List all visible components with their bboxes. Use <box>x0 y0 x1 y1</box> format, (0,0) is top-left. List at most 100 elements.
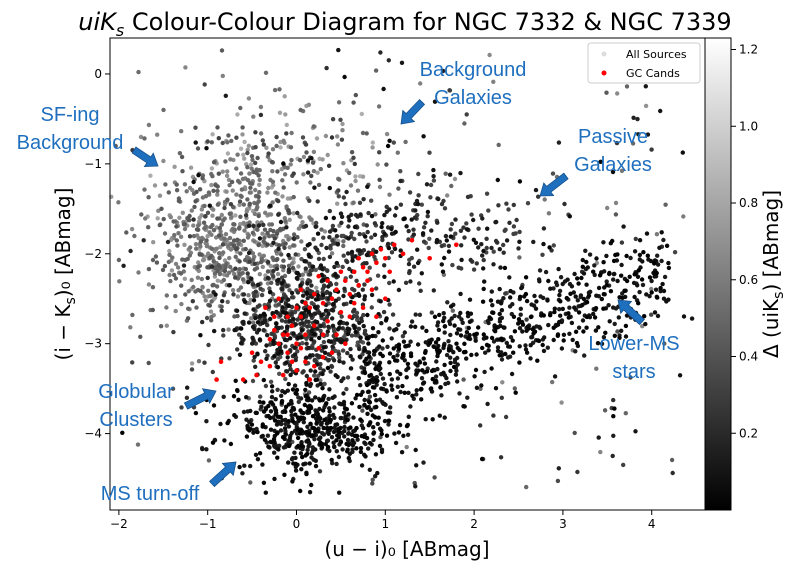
all-sources-point <box>427 150 432 155</box>
all-sources-point <box>299 321 305 326</box>
all-sources-point <box>419 271 424 276</box>
all-sources-point <box>309 482 314 488</box>
all-sources-point <box>606 303 611 308</box>
all-sources-point <box>238 285 244 290</box>
all-sources-point <box>436 327 442 333</box>
all-sources-point <box>315 293 320 298</box>
all-sources-point <box>345 326 350 331</box>
all-sources-point <box>161 107 166 113</box>
all-sources-point <box>319 312 324 318</box>
all-sources-point <box>336 429 342 434</box>
all-sources-point <box>288 145 294 150</box>
all-sources-point <box>364 223 369 228</box>
all-sources-point <box>373 474 378 479</box>
all-sources-point <box>493 325 499 331</box>
all-sources-point <box>209 140 214 145</box>
all-sources-point <box>596 325 601 330</box>
all-sources-point <box>170 386 176 391</box>
all-sources-point <box>398 371 403 377</box>
all-sources-point <box>341 293 346 299</box>
all-sources-point <box>320 292 326 298</box>
all-sources-point <box>647 294 652 299</box>
all-sources-point <box>374 286 379 291</box>
all-sources-point <box>217 271 223 277</box>
gc-candidate-point <box>329 296 335 302</box>
all-sources-point <box>382 212 387 218</box>
all-sources-point <box>255 227 260 232</box>
all-sources-point <box>309 156 314 161</box>
gc-candidate-point <box>298 287 304 293</box>
all-sources-point <box>337 325 342 331</box>
all-sources-point <box>321 425 326 431</box>
all-sources-point <box>448 368 453 374</box>
all-sources-point <box>206 190 212 195</box>
all-sources-point <box>283 112 288 117</box>
all-sources-point <box>314 220 319 226</box>
gc-candidate-point <box>351 269 357 275</box>
y-tick-label: −3 <box>84 337 102 351</box>
all-sources-point <box>643 321 648 327</box>
legend-label-gc-cands: GC Cands <box>626 67 680 80</box>
all-sources-point <box>392 213 398 218</box>
all-sources-point <box>615 278 620 284</box>
all-sources-point <box>315 415 320 420</box>
all-sources-point <box>357 354 362 359</box>
gc-candidate-point <box>329 350 335 356</box>
all-sources-point <box>399 60 405 65</box>
all-sources-point <box>324 332 330 338</box>
all-sources-point <box>497 311 502 317</box>
all-sources-point <box>351 415 356 420</box>
all-sources-point <box>432 99 438 104</box>
all-sources-point <box>307 272 313 277</box>
all-sources-point <box>344 386 349 392</box>
all-sources-point <box>392 246 398 252</box>
all-sources-point <box>353 396 358 401</box>
all-sources-point <box>282 245 287 250</box>
all-sources-point <box>233 213 238 218</box>
all-sources-point <box>491 79 496 85</box>
all-sources-point <box>146 122 152 128</box>
all-sources-point <box>241 238 246 243</box>
all-sources-point <box>235 388 240 393</box>
all-sources-point <box>376 104 382 109</box>
all-sources-point <box>180 257 185 262</box>
all-sources-point <box>302 402 307 408</box>
all-sources-point <box>326 296 331 301</box>
all-sources-point <box>259 292 265 298</box>
all-sources-point <box>655 295 660 300</box>
all-sources-point <box>664 243 670 248</box>
all-sources-point <box>497 353 502 358</box>
all-sources-point <box>452 359 458 365</box>
all-sources-point <box>219 48 225 53</box>
all-sources-point <box>442 255 447 261</box>
all-sources-point <box>215 268 220 274</box>
all-sources-point <box>386 255 391 261</box>
all-sources-point <box>423 417 428 422</box>
all-sources-point <box>353 178 358 184</box>
all-sources-point <box>238 341 244 346</box>
all-sources-point <box>221 218 226 223</box>
all-sources-point <box>382 263 387 268</box>
all-sources-point <box>476 245 481 250</box>
all-sources-point <box>494 219 499 225</box>
all-sources-point <box>281 185 286 190</box>
all-sources-point <box>245 147 250 152</box>
all-sources-point <box>385 143 391 149</box>
all-sources-point <box>216 171 221 176</box>
all-sources-point <box>194 305 199 310</box>
all-sources-point <box>350 294 355 300</box>
all-sources-point <box>623 323 629 329</box>
gc-candidate-point <box>258 359 264 365</box>
all-sources-point <box>471 237 476 242</box>
all-sources-point <box>247 190 253 195</box>
all-sources-point <box>238 105 243 111</box>
all-sources-point <box>245 165 250 170</box>
all-sources-point <box>608 289 614 294</box>
all-sources-point <box>550 379 555 385</box>
all-sources-point <box>318 378 323 383</box>
all-sources-point <box>419 202 424 207</box>
all-sources-point <box>395 384 400 389</box>
all-sources-point <box>246 143 251 148</box>
all-sources-point <box>451 364 457 370</box>
all-sources-point <box>265 259 271 265</box>
